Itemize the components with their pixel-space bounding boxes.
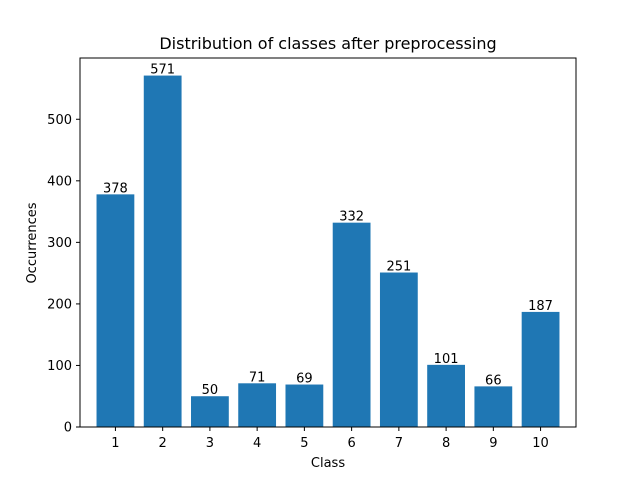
data-label-class-4: 71 (249, 370, 266, 385)
x-tick-label: 8 (442, 436, 450, 451)
data-label-class-8: 101 (434, 352, 459, 367)
y-tick-label: 100 (47, 359, 72, 374)
data-label-class-2: 571 (150, 63, 175, 78)
y-tick-label: 400 (47, 174, 72, 189)
y-tick-label: 200 (47, 297, 72, 312)
x-tick-label: 4 (253, 436, 261, 451)
bar-class-6 (332, 222, 371, 427)
bar-class-10 (521, 311, 560, 427)
data-label-class-9: 66 (485, 373, 502, 388)
x-axis-label: Class (311, 456, 345, 471)
data-label-class-10: 187 (528, 299, 553, 314)
y-tick-label: 500 (47, 113, 72, 128)
x-tick-label: 5 (300, 436, 308, 451)
y-axis-label: Occurrences (25, 202, 40, 283)
x-tick-label: 9 (489, 436, 497, 451)
bar-class-9 (474, 386, 513, 427)
y-tick-label: 300 (47, 236, 72, 251)
x-tick-label: 10 (532, 436, 549, 451)
bar-class-3 (191, 396, 229, 427)
chart-title: Distribution of classes after preprocess… (159, 34, 496, 53)
data-label-class-7: 251 (386, 260, 411, 275)
x-tick-label: 1 (111, 436, 119, 451)
bars-layer (96, 75, 560, 427)
y-ticks-layer: 0 100 200 300 400 500 (47, 113, 80, 436)
bar-class-7 (379, 272, 418, 427)
bar-class-4 (238, 383, 277, 427)
data-label-class-5: 69 (296, 372, 313, 387)
x-tick-label: 3 (206, 436, 214, 451)
bar-class-1 (96, 194, 135, 427)
x-tick-label: 2 (159, 436, 167, 451)
y-tick-label: 0 (64, 421, 72, 436)
bar-class-8 (427, 364, 465, 427)
data-label-class-3: 50 (202, 383, 219, 398)
x-tick-label: 6 (347, 436, 355, 451)
bar-class-2 (143, 75, 182, 427)
plot-frame (79, 57, 577, 428)
data-label-class-1: 378 (103, 181, 128, 196)
bar-class-5 (285, 384, 324, 427)
data-label-class-6: 332 (339, 210, 364, 225)
x-tick-label: 7 (395, 436, 403, 451)
x-ticks-layer: 1 2 3 4 5 6 7 8 9 10 (111, 427, 549, 451)
data-labels-layer: 378 571 50 71 69 332 251 101 66 187 (103, 63, 553, 399)
